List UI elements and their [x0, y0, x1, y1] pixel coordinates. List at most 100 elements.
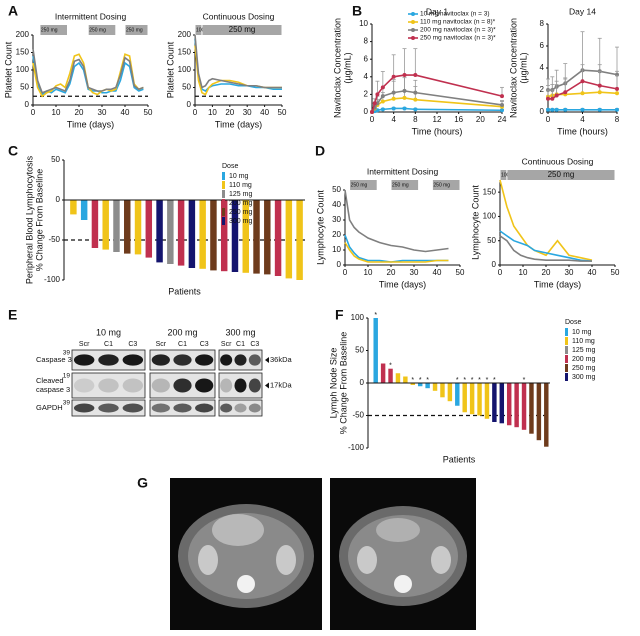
y-tick-label: 50: [51, 155, 60, 164]
legend-marker: [411, 20, 415, 24]
y-axis-label: (µg/mL): [342, 52, 352, 83]
x-tick-label: 10: [519, 268, 528, 277]
y-tick-label: 0: [360, 378, 365, 387]
point: [500, 108, 504, 113]
y-tick-label: 30: [332, 215, 341, 224]
dose-bar: [500, 170, 507, 180]
point: [563, 107, 568, 112]
y-tick-label: 0: [540, 107, 545, 116]
legend-label: 110 mg navitoclax (n = 8)*: [420, 19, 496, 26]
chart-title: Continuous Dosing: [522, 156, 594, 166]
blot-band: [220, 403, 233, 413]
y-tick-label: 4: [540, 63, 545, 72]
y-tick-label: 40: [332, 200, 341, 209]
bar: [529, 383, 534, 434]
y-tick-label: 100: [351, 313, 365, 322]
y-axis-label: Lymphocyte Count: [470, 185, 480, 260]
bar: [440, 383, 445, 398]
lane-label: C3: [200, 341, 209, 348]
bar: [462, 383, 467, 413]
dose-bar: [350, 180, 377, 190]
y-tick-label: 50: [182, 83, 191, 92]
bar: [199, 200, 206, 269]
point: [563, 90, 568, 95]
x-tick-label: 4: [391, 115, 396, 124]
point: [550, 107, 555, 112]
legend-label: 125 mg: [229, 191, 252, 198]
legend-label: 250 mg: [229, 209, 252, 216]
bar: [499, 383, 505, 424]
x-tick-label: 8: [615, 115, 620, 124]
y-tick-label: 8: [364, 37, 369, 46]
y-tick-label: 10: [332, 245, 341, 254]
legend-label: 200 mg navitoclax (n = 3)*: [420, 27, 496, 34]
x-tick-label: 0: [31, 108, 36, 117]
blot-band: [151, 378, 170, 393]
series-line: [32, 55, 144, 96]
y-tick-label: 0: [337, 260, 342, 269]
ct-kidney: [276, 545, 296, 575]
ct-scan-right: [330, 478, 476, 630]
blot-band: [173, 403, 192, 413]
y-tick-label: 10: [359, 19, 368, 28]
y-tick-label: 6: [364, 54, 369, 63]
lane-label: Scr: [221, 341, 232, 348]
x-tick-label: 0: [370, 115, 375, 124]
y-tick-label: 50: [487, 236, 496, 245]
ct-bowel: [212, 514, 264, 546]
blot-band: [248, 378, 261, 393]
blot-band: [195, 403, 214, 413]
y-tick-label: 0: [25, 100, 30, 109]
bar-note: *: [493, 377, 496, 384]
blot-strip: [218, 399, 263, 417]
series-line: [32, 48, 144, 94]
point: [375, 92, 380, 97]
point: [380, 85, 385, 90]
y-tick-label: 50: [355, 346, 364, 355]
legend-label: 125 mg: [572, 347, 595, 354]
x-tick-label: 20: [542, 268, 551, 277]
y-tick-label: -100: [348, 443, 365, 452]
panel-label: B: [352, 3, 362, 19]
bar-note: *: [426, 377, 429, 384]
x-tick-label: 24: [498, 115, 507, 124]
legend-label: 10 mg: [229, 173, 249, 180]
x-tick-label: 50: [611, 268, 620, 277]
legend-swatch: [222, 199, 225, 207]
bar: [521, 383, 527, 430]
bar: [380, 363, 386, 383]
bar: [188, 200, 196, 268]
lane-label: C1: [236, 341, 245, 348]
x-tick-label: 20: [387, 268, 396, 277]
blot-band: [151, 403, 170, 413]
dose-bar: [202, 25, 282, 35]
x-axis-label: Time (hours): [412, 126, 463, 136]
legend-label: 10 mg navitoclax (n = 3): [420, 11, 490, 18]
x-tick-label: 12: [433, 115, 442, 124]
y-tick-label: 50: [20, 83, 29, 92]
point: [500, 94, 504, 99]
blot-band: [220, 354, 233, 366]
ladder-label: 19: [63, 373, 71, 380]
x-tick-label: 0: [343, 268, 348, 277]
bar: [447, 383, 453, 402]
series-line: [499, 230, 593, 262]
y-tick-label: 0: [187, 100, 192, 109]
blot-band: [98, 403, 119, 413]
legend-title: Dose: [565, 319, 581, 326]
x-axis-label: Time (days): [67, 119, 114, 129]
y-tick-label: -50: [352, 411, 364, 420]
blot-band: [98, 378, 119, 393]
y-tick-label: 150: [178, 48, 192, 57]
series-line: [344, 189, 449, 253]
bar: [274, 200, 282, 276]
blot-band: [122, 403, 144, 413]
point: [554, 107, 559, 112]
bar: [296, 200, 303, 280]
y-axis-label: Platelet Count: [3, 41, 13, 98]
legend-label: 110 mg: [572, 338, 595, 345]
legend-swatch: [565, 355, 568, 363]
dose-label: 250 mg: [89, 27, 106, 33]
bar: [395, 373, 401, 383]
row-label: GAPDH: [36, 403, 63, 412]
